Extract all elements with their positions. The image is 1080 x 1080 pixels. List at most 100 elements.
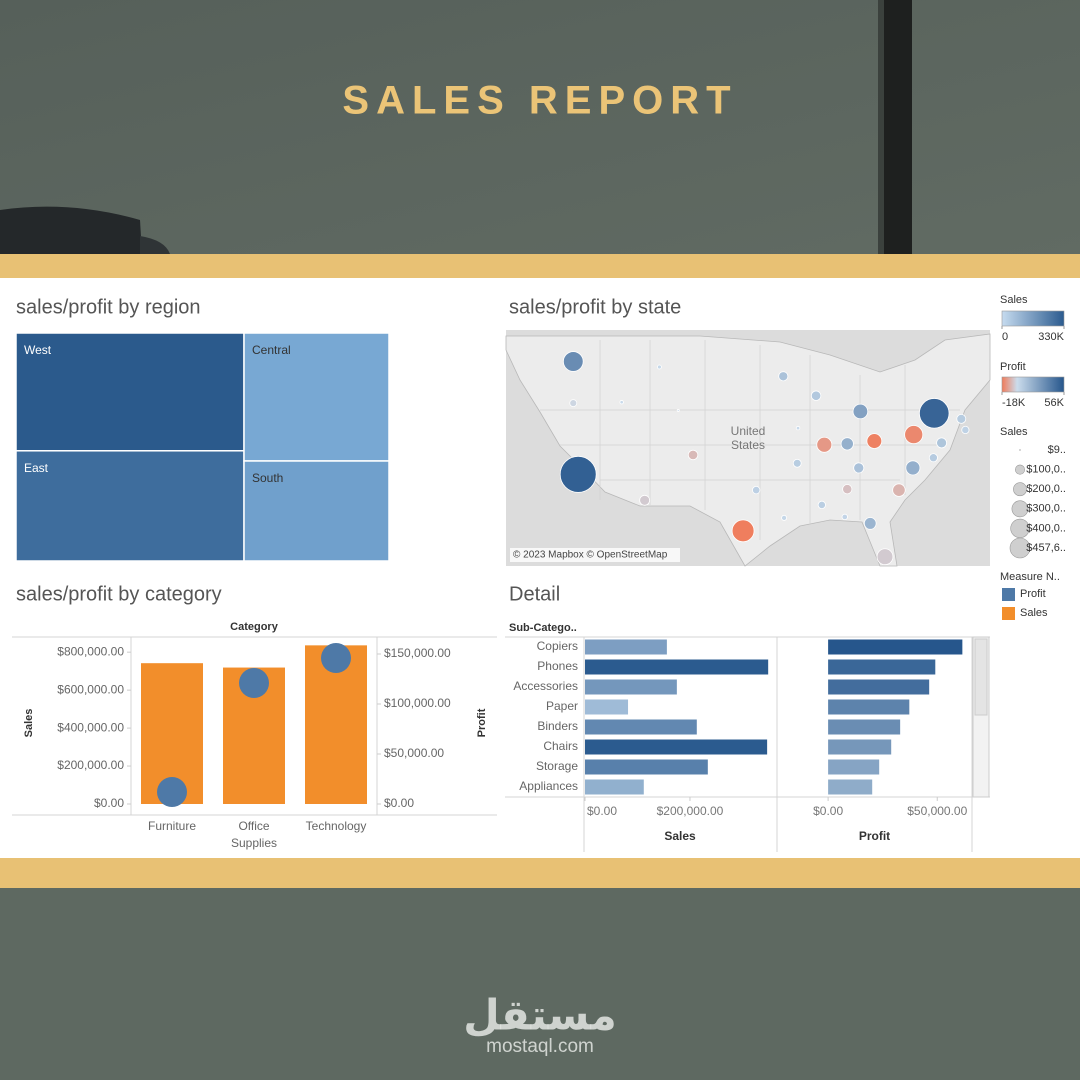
x-tick-label: $200,000.00 <box>657 804 724 818</box>
size-legend-label: $457,6.. <box>1026 542 1066 554</box>
state-bubble <box>936 437 948 449</box>
state-bubble <box>816 436 833 453</box>
treemap-label: Central <box>252 343 291 357</box>
profit-dot <box>321 643 351 673</box>
chart-title: sales/profit by category <box>16 583 222 605</box>
bar <box>828 759 880 775</box>
size-legend-label: $200,0.. <box>1026 483 1066 495</box>
state-bubble <box>619 400 624 405</box>
mug <box>0 206 142 254</box>
state-bubble <box>817 500 826 510</box>
legend-title: Sales <box>1000 294 1028 306</box>
bar <box>585 779 644 795</box>
legend-label: Profit <box>1020 588 1046 600</box>
attribution-bg <box>510 548 680 562</box>
state-bubble <box>918 398 950 429</box>
y-tick-label: $600,000.00 <box>57 682 124 696</box>
bar <box>585 719 697 735</box>
color-legend-bar <box>1001 376 1065 393</box>
treemap-cell <box>243 460 390 562</box>
state-bubble <box>781 514 788 521</box>
brand-arabic: مستقل <box>463 991 617 1040</box>
y-tick-label: $200,000.00 <box>57 758 124 772</box>
state-bubble <box>687 449 699 461</box>
row-label: Accessories <box>513 679 578 693</box>
size-legend-label: $300,0.. <box>1026 503 1066 515</box>
state-bubble <box>562 351 584 372</box>
row-label: Copiers <box>537 639 578 653</box>
state-bubble <box>752 485 761 495</box>
bar <box>585 659 769 675</box>
bar <box>585 699 629 715</box>
state-bubble <box>866 433 883 449</box>
x-tick-label: Office Supplies <box>230 819 278 850</box>
row-label: Phones <box>537 659 578 673</box>
row-label: Storage <box>536 759 578 773</box>
y2-axis-title: Profit <box>476 708 488 737</box>
header-background <box>0 0 1080 256</box>
size-legend-circle <box>1015 464 1025 475</box>
mug-handle <box>140 236 170 254</box>
bar <box>585 739 768 755</box>
bar <box>828 779 873 795</box>
state-bubble <box>639 494 651 506</box>
row-label: Binders <box>537 719 578 733</box>
state-borders <box>540 340 960 540</box>
legend-tick-label: 0 <box>1002 331 1008 343</box>
state-bubble <box>863 517 877 530</box>
treemap-cell <box>15 450 245 562</box>
treemap-label: East <box>24 461 49 475</box>
state-bubble <box>841 513 848 521</box>
state-bubble <box>842 484 853 495</box>
brand: mostaql.com <box>486 1036 594 1057</box>
row-label: Appliances <box>519 779 578 793</box>
state-bubble <box>905 460 921 476</box>
legend-tick-label: -18K <box>1002 397 1026 409</box>
state-bubble <box>731 519 755 543</box>
footer-background <box>0 888 1080 1080</box>
y-axis-title: Sales <box>23 709 35 738</box>
y2-tick-label: $50,000.00 <box>384 746 444 760</box>
state-bubble <box>956 413 967 424</box>
row-label: Chairs <box>543 739 578 753</box>
legend-title: Profit <box>1000 361 1026 373</box>
x-tick-label: Furniture <box>147 819 197 833</box>
x-tick-label: Technology <box>305 819 367 833</box>
size-legend-label: $100,0.. <box>1026 464 1066 476</box>
legend-tick-label: 330K <box>1038 331 1064 343</box>
treemap-cell <box>15 332 245 452</box>
chart-title: sales/profit by region <box>16 296 201 318</box>
chart-title: Detail <box>509 583 560 605</box>
y-tick-label: $0.00 <box>94 796 124 810</box>
state-bubble <box>657 364 662 370</box>
legend-tick-label: 56K <box>1044 397 1064 409</box>
bar <box>828 719 901 735</box>
x-tick-label: $50,000.00 <box>907 804 967 818</box>
state-bubble <box>676 409 680 412</box>
bar <box>828 639 963 655</box>
y-tick-label: $800,000.00 <box>57 644 124 658</box>
state-bubble <box>559 455 597 493</box>
legend-label: Sales <box>1020 607 1048 619</box>
size-legend-circle <box>1009 537 1031 559</box>
page-title: SALES REPORT <box>342 79 737 123</box>
bar <box>585 759 708 775</box>
state-bubble <box>778 371 789 382</box>
scrollbar-thumb <box>974 638 988 716</box>
map-attribution: © 2023 Mapbox © OpenStreetMap <box>513 550 668 561</box>
x-tick-label: $0.00 <box>813 804 843 818</box>
treemap-label: South <box>252 471 283 485</box>
monitor-edge <box>884 0 912 254</box>
row-label: Paper <box>546 699 578 713</box>
state-bubble <box>792 458 802 468</box>
legend-swatch <box>1002 607 1015 620</box>
state-bubble <box>810 390 822 401</box>
x-axis-title: Category <box>230 621 279 633</box>
size-legend-circle <box>1013 482 1027 497</box>
state-bubble <box>853 462 865 474</box>
x-tick-label: $0.00 <box>587 804 617 818</box>
bar <box>828 739 892 755</box>
x-axis-title: Profit <box>859 829 890 843</box>
profit-dot <box>157 777 187 807</box>
